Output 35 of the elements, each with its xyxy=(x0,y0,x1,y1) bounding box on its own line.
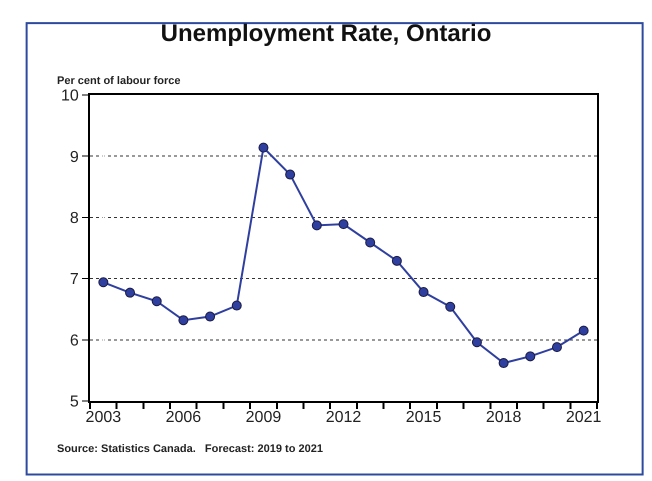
y-tick-label: 9 xyxy=(70,148,79,166)
point xyxy=(178,315,188,326)
point xyxy=(552,342,562,352)
x-tick-label: 2003 xyxy=(86,409,122,426)
point xyxy=(525,351,536,362)
point xyxy=(312,220,322,230)
point xyxy=(445,302,456,312)
point xyxy=(338,219,348,230)
point xyxy=(392,256,402,266)
point xyxy=(152,296,162,306)
point xyxy=(205,312,216,322)
point xyxy=(578,326,589,336)
point xyxy=(125,288,136,298)
source-note: Source: Statistics Canada. Forecast: 2019 to 2021 xyxy=(57,443,323,455)
y-tick-label: 8 xyxy=(70,210,79,227)
point xyxy=(285,170,296,180)
point xyxy=(98,277,108,288)
x-tick-label: 2006 xyxy=(166,409,202,426)
x-tick-label: 2015 xyxy=(406,409,442,426)
point xyxy=(472,337,482,348)
chart-title: Unemployment Rate, Ontario xyxy=(160,20,492,47)
point xyxy=(232,300,242,311)
x-tick-label: 2018 xyxy=(486,409,522,426)
x-tick-label: 2009 xyxy=(246,409,282,426)
x-tick-label: 2021 xyxy=(566,409,602,426)
point xyxy=(365,237,376,248)
y-tick-label: 5 xyxy=(70,394,79,411)
point xyxy=(498,358,509,368)
y-axis-title: Per cent of labour force xyxy=(57,75,180,87)
y-tick-label: 6 xyxy=(70,332,79,350)
x-tick-label: 2012 xyxy=(326,409,362,426)
y-tick-label: 10 xyxy=(61,88,79,105)
point xyxy=(418,287,429,298)
y-tick-label: 7 xyxy=(70,271,79,288)
point xyxy=(258,142,268,153)
